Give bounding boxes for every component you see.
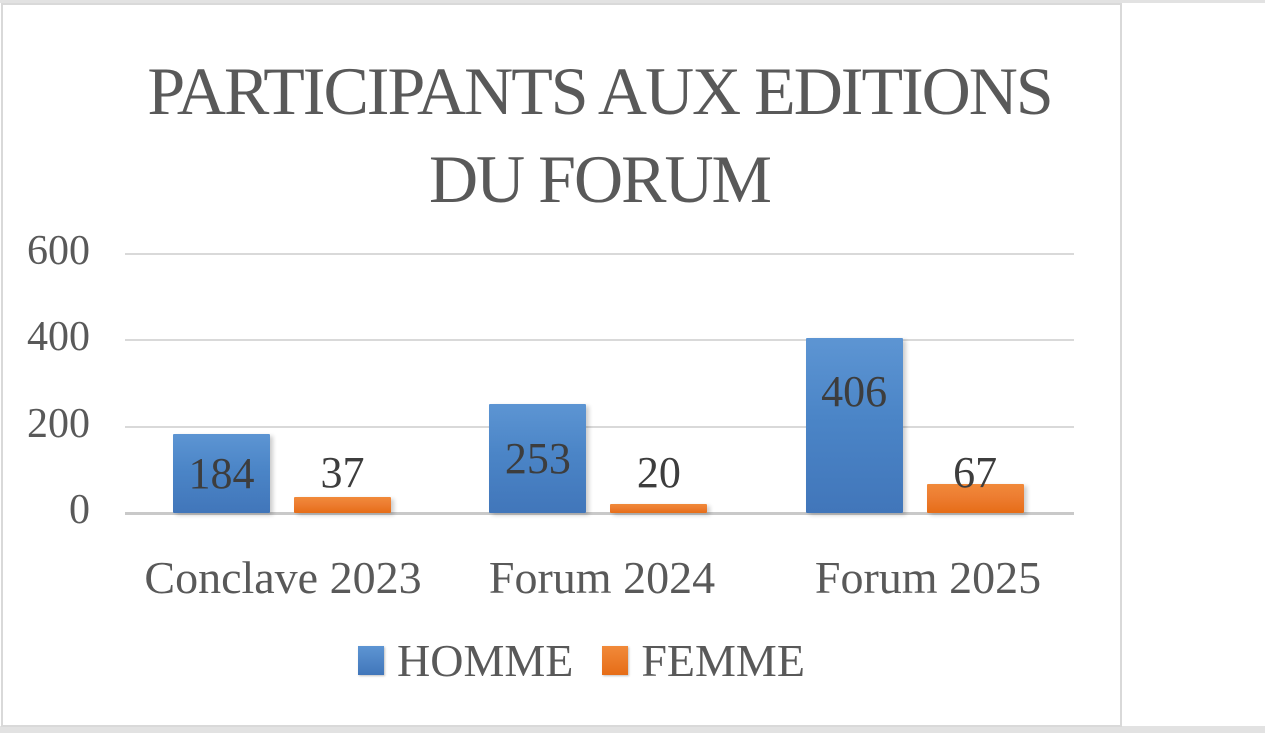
- bar-homme-1[interactable]: [489, 403, 587, 513]
- value-label-homme-2: 406: [821, 367, 888, 416]
- category-label-1: Forum 2024: [488, 552, 716, 603]
- legend-item-femme[interactable]: FEMME: [602, 635, 805, 686]
- legend-label-homme: HOMME: [397, 635, 574, 686]
- chart-title-line-1: PARTICIPANTS AUX EDITIONS: [147, 53, 1053, 129]
- x-axis-line: [125, 512, 1074, 515]
- chart-frame[interactable]: PARTICIPANTS AUX EDITIONS DU FORUM 0 200 4…: [1, 3, 1122, 727]
- chart-title[interactable]: PARTICIPANTS AUX EDITIONS DU FORUM: [125, 47, 1074, 223]
- value-label-homme-1: 253: [504, 434, 571, 483]
- legend-label-femme: FEMME: [641, 635, 805, 686]
- y-tick-label-400: 400: [27, 314, 90, 361]
- chart-title-line-2: DU FORUM: [428, 141, 772, 217]
- legend-swatch-homme-icon: [358, 646, 384, 675]
- bar-homme-0[interactable]: [173, 433, 270, 513]
- bar-homme-2[interactable]: [805, 337, 903, 513]
- category-label-2: Forum 2025: [814, 552, 1042, 603]
- bar-femme-1[interactable]: [610, 504, 708, 513]
- page-top-strip: [0, 0, 1265, 3]
- y-tick-label-600: 600: [27, 228, 90, 275]
- bar-femme-2[interactable]: [926, 484, 1024, 513]
- legend: HOMME FEMME: [358, 635, 805, 686]
- gridline-200: [125, 425, 1074, 428]
- legend-item-homme[interactable]: HOMME: [358, 635, 574, 686]
- value-label-homme-0: 184: [188, 449, 255, 498]
- y-tick-label-0: 0: [69, 487, 90, 533]
- value-label-femme-1: 20: [636, 448, 681, 497]
- page-bottom-strip: [0, 726, 1265, 733]
- value-label-femme-2: 67: [953, 448, 998, 497]
- gridline-600: [125, 253, 1074, 256]
- value-label-femme-0: 37: [320, 448, 365, 497]
- category-label-0: Conclave 2023: [144, 552, 422, 603]
- bar-femme-0[interactable]: [294, 497, 391, 513]
- y-tick-label-200: 200: [27, 400, 90, 447]
- legend-swatch-femme-icon: [602, 646, 629, 675]
- gridline-400: [125, 339, 1074, 342]
